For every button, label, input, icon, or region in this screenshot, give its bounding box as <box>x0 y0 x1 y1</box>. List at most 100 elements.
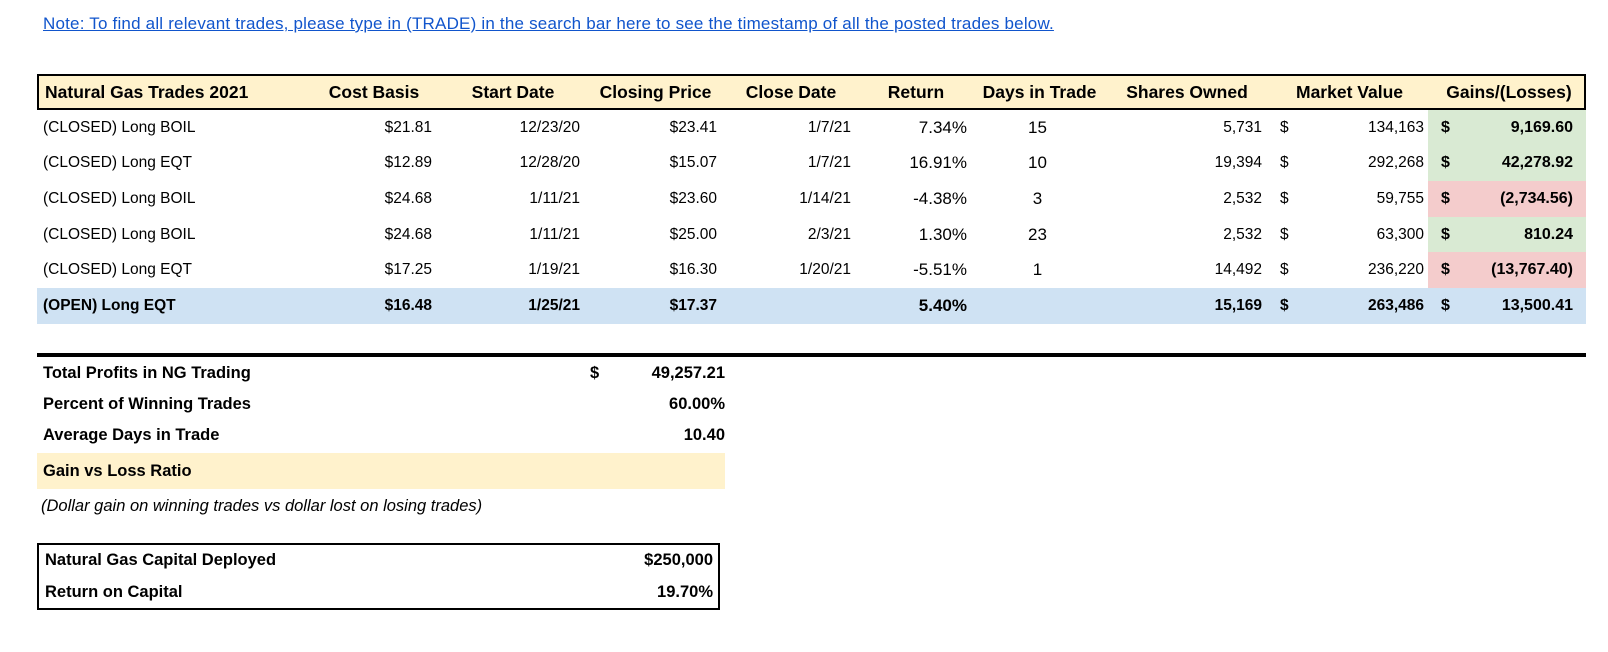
cell-cost-basis[interactable]: $16.48 <box>384 296 432 314</box>
amount: 810.24 <box>1524 225 1573 243</box>
cell-cost-basis[interactable]: $21.81 <box>384 118 432 136</box>
summary-divider-line <box>37 353 1586 357</box>
cell-trade-name[interactable]: (CLOSED) Long BOIL <box>43 225 196 243</box>
cell-cost-basis[interactable]: $17.25 <box>384 261 432 279</box>
summary-label: Percent of Winning Trades <box>43 395 251 413</box>
summary-value: $ 49,257.21 <box>590 364 725 383</box>
cell-market-value[interactable]: $59,755 <box>1267 181 1428 217</box>
cell-cost-basis[interactable]: $12.89 <box>384 154 432 172</box>
summary-value: 10.40 <box>683 426 725 444</box>
header-close-date[interactable]: Close Date <box>745 81 837 102</box>
cell-closing-price[interactable]: $23.60 <box>669 189 717 207</box>
cell-close-date[interactable]: 1/14/21 <box>799 189 851 207</box>
cell-start-date[interactable]: 1/11/21 <box>529 225 580 243</box>
cell-market-value[interactable]: $263,486 <box>1267 288 1428 324</box>
cell-trade-name[interactable]: (OPEN) Long EQT <box>43 296 176 314</box>
cell-cost-basis[interactable]: $24.68 <box>384 225 432 243</box>
currency-symbol: $ <box>1441 296 1450 314</box>
cell-close-date[interactable]: 1/7/21 <box>807 154 851 172</box>
cell-close-date[interactable] <box>722 288 856 324</box>
cell-shares-owned[interactable]: 2,532 <box>1223 189 1262 207</box>
cell-closing-price[interactable]: $25.00 <box>669 225 717 243</box>
cell-close-date[interactable]: 1/7/21 <box>807 118 851 136</box>
cell-shares-owned[interactable]: 19,394 <box>1214 154 1262 172</box>
cell-days-in-trade[interactable] <box>972 288 1103 324</box>
cell-market-value[interactable]: $63,300 <box>1267 217 1428 253</box>
capital-box: Natural Gas Capital Deployed $250,000 Re… <box>37 543 720 610</box>
cell-start-date[interactable]: 1/11/21 <box>529 189 580 207</box>
header-cost-basis[interactable]: Cost Basis <box>328 81 420 102</box>
header-closing-price[interactable]: Closing Price <box>599 81 712 102</box>
currency-symbol: $ <box>1441 261 1450 279</box>
cell-close-date[interactable]: 1/20/21 <box>799 261 851 279</box>
cell-return[interactable]: 5.40% <box>918 295 967 315</box>
cell-closing-price[interactable]: $16.30 <box>669 261 717 279</box>
cell-close-date[interactable]: 2/3/21 <box>807 225 851 243</box>
header-gains-losses[interactable]: Gains/(Losses) <box>1446 81 1572 102</box>
cell-trade-name[interactable]: (CLOSED) Long EQT <box>43 154 193 172</box>
cell-cost-basis[interactable]: $24.68 <box>384 189 432 207</box>
amount: 13,500.41 <box>1501 296 1573 314</box>
cell-start-date[interactable]: 1/19/21 <box>528 261 580 279</box>
cell-gains-losses[interactable]: $13,500.41 <box>1428 288 1586 324</box>
header-shares-owned[interactable]: Shares Owned <box>1126 81 1248 102</box>
cell-return[interactable]: -5.51% <box>913 260 967 280</box>
summary-row-gain-loss-ratio[interactable]: Gain vs Loss Ratio <box>37 453 725 489</box>
currency-symbol: $ <box>1280 118 1289 136</box>
cell-return[interactable]: 1.30% <box>918 224 967 244</box>
cell-shares-owned[interactable]: 2,532 <box>1223 225 1262 243</box>
cell-shares-owned[interactable]: 14,492 <box>1214 261 1262 279</box>
note-link[interactable]: Note: To find all relevant trades, pleas… <box>43 14 1054 33</box>
capital-row-deployed[interactable]: Natural Gas Capital Deployed $250,000 <box>39 545 718 577</box>
currency-symbol: $ <box>1441 189 1450 207</box>
cell-trade-name[interactable]: (CLOSED) Long EQT <box>43 261 193 279</box>
cell-days-in-trade[interactable]: 1 <box>1032 260 1043 280</box>
capital-row-return[interactable]: Return on Capital 19.70% <box>39 577 718 609</box>
cell-return[interactable]: 16.91% <box>909 153 967 173</box>
cell-market-value[interactable]: $236,220 <box>1267 252 1428 288</box>
cell-days-in-trade[interactable]: 10 <box>1028 153 1047 173</box>
cell-gains-losses[interactable]: $42,278.92 <box>1428 145 1586 182</box>
cell-days-in-trade[interactable]: 3 <box>1032 188 1043 208</box>
header-days-in-trade[interactable]: Days in Trade <box>982 81 1097 102</box>
table-row: (CLOSED) Long EQT $17.25 1/19/21 $16.30 1/20… <box>37 252 1586 288</box>
table-row: (CLOSED) Long EQT $12.89 12/28/20 $15.07 1/7… <box>37 145 1586 182</box>
cell-return[interactable]: 7.34% <box>918 117 967 137</box>
header-natural-gas-trades-2021[interactable]: Natural Gas Trades 2021 <box>45 81 249 102</box>
summary-value: 60.00% <box>669 395 725 413</box>
cell-start-date[interactable]: 12/23/20 <box>519 118 580 136</box>
amount: 263,486 <box>1367 296 1424 314</box>
summary-row-percent-winning[interactable]: Percent of Winning Trades 60.00% <box>37 389 725 420</box>
cell-shares-owned[interactable]: 5,731 <box>1223 118 1262 136</box>
cell-start-date[interactable]: 12/28/20 <box>519 154 580 172</box>
cell-shares-owned[interactable]: 15,169 <box>1214 296 1262 314</box>
capital-label: Natural Gas Capital Deployed <box>45 551 277 570</box>
amount: 292,268 <box>1367 154 1424 172</box>
cell-days-in-trade[interactable]: 15 <box>1028 117 1047 137</box>
cell-closing-price[interactable]: $15.07 <box>669 154 717 172</box>
cell-gains-losses[interactable]: $ (13,767.40) <box>1428 252 1586 288</box>
header-market-value[interactable]: Market Value <box>1296 81 1403 102</box>
cell-gains-losses[interactable]: $9,169.60 <box>1428 110 1586 146</box>
summary-row-average-days[interactable]: Average Days in Trade 10.40 <box>37 420 725 451</box>
cell-trade-name[interactable]: (CLOSED) Long BOIL <box>43 189 196 207</box>
table-row: (CLOSED) Long BOIL $21.81 12/23/20 $23.41 1/… <box>37 110 1586 146</box>
cell-closing-price[interactable]: $17.37 <box>669 296 717 314</box>
cell-market-value[interactable]: $134,163 <box>1267 110 1428 146</box>
cell-trade-name[interactable]: (CLOSED) Long BOIL <box>43 118 196 136</box>
cell-closing-price[interactable]: $23.41 <box>669 118 717 136</box>
cell-market-value[interactable]: $292,268 <box>1267 146 1428 182</box>
amount: 236,220 <box>1367 261 1424 279</box>
header-start-date[interactable]: Start Date <box>471 81 555 102</box>
cell-gains-losses[interactable]: $ (2,734.56) <box>1428 181 1586 217</box>
header-return[interactable]: Return <box>887 81 945 102</box>
currency-symbol: $ <box>590 364 600 382</box>
summary-row-total-profits[interactable]: Total Profits in NG Trading $ 49,257.21 <box>37 358 725 389</box>
cell-return[interactable]: -4.38% <box>913 188 967 208</box>
cell-gains-losses[interactable]: $810.24 <box>1428 216 1586 253</box>
cell-days-in-trade[interactable]: 23 <box>1028 224 1047 244</box>
cell-start-date[interactable]: 1/25/21 <box>528 296 580 314</box>
table-row: (CLOSED) Long BOIL $24.68 1/11/21 $25.00 2/3… <box>37 216 1586 253</box>
currency-symbol: $ <box>1280 296 1289 314</box>
